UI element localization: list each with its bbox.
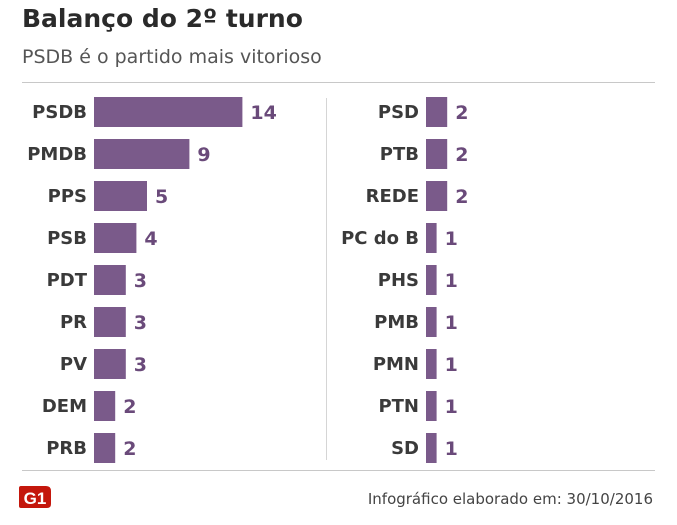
value-label-pc-do-b: 1 [445, 228, 458, 250]
value-label-dem: 2 [123, 396, 136, 418]
value-label-pmdb: 9 [197, 144, 210, 166]
value-label-pps: 5 [155, 186, 168, 208]
category-label-rede: REDE [366, 186, 419, 207]
value-label-psb: 4 [144, 228, 157, 250]
footer-credit: Infográfico elaborado em: 30/10/2016 [367, 490, 653, 508]
category-label-phs: PHS [378, 270, 419, 291]
value-label-pr: 3 [134, 312, 147, 334]
g1-logo-mark [19, 486, 51, 508]
value-label-ptb: 2 [455, 144, 468, 166]
bar-ptb [426, 139, 448, 169]
bar-pmb [426, 307, 437, 337]
value-label-ptn: 1 [445, 396, 458, 418]
top-divider-line [22, 82, 655, 83]
column-divider-line [326, 98, 327, 460]
bar-sd [426, 433, 437, 463]
category-label-pmdb: PMDB [27, 144, 87, 165]
bar-psdb [94, 97, 243, 127]
category-label-pps: PPS [48, 186, 87, 207]
value-label-pdt: 3 [134, 270, 147, 292]
chart-title: Balanço do 2º turno [22, 4, 303, 33]
g1-logo-text: G1 [24, 489, 47, 508]
bottom-divider-line [22, 470, 655, 471]
value-label-pmb: 1 [445, 312, 458, 334]
value-label-rede: 2 [455, 186, 468, 208]
value-label-phs: 1 [445, 270, 458, 292]
bar-pmdb [94, 139, 190, 169]
bar-prb [94, 433, 116, 463]
category-label-psb: PSB [47, 228, 87, 249]
bar-pc-do-b [426, 223, 437, 253]
category-label-pr: PR [60, 312, 87, 333]
category-label-ptb: PTB [380, 144, 419, 165]
category-label-sd: SD [391, 438, 419, 459]
category-label-pmn: PMN [373, 354, 419, 375]
value-label-prb: 2 [123, 438, 136, 460]
bar-pv [94, 349, 126, 379]
bar-rede [426, 181, 448, 211]
bar-psb [94, 223, 137, 253]
bar-phs [426, 265, 437, 295]
category-label-psdb: PSDB [32, 102, 87, 123]
category-label-pv: PV [60, 354, 87, 375]
bar-psd [426, 97, 448, 127]
bar-pps [94, 181, 147, 211]
category-label-pc-do-b: PC do B [341, 228, 419, 249]
value-label-pv: 3 [134, 354, 147, 376]
category-label-prb: PRB [46, 438, 87, 459]
category-label-pmb: PMB [374, 312, 419, 333]
value-label-sd: 1 [445, 438, 458, 460]
bar-pmn [426, 349, 437, 379]
bar-ptn [426, 391, 437, 421]
chart-subtitle: PSDB é o partido mais vitorioso [22, 46, 322, 68]
value-label-psdb: 14 [250, 102, 276, 124]
category-label-psd: PSD [378, 102, 419, 123]
category-label-pdt: PDT [47, 270, 88, 291]
bar-pdt [94, 265, 126, 295]
bar-dem [94, 391, 116, 421]
value-label-psd: 2 [455, 102, 468, 124]
g1-logo: G1 [19, 486, 51, 508]
value-label-pmn: 1 [445, 354, 458, 376]
category-label-ptn: PTN [378, 396, 419, 417]
bar-pr [94, 307, 126, 337]
category-label-dem: DEM [42, 396, 87, 417]
